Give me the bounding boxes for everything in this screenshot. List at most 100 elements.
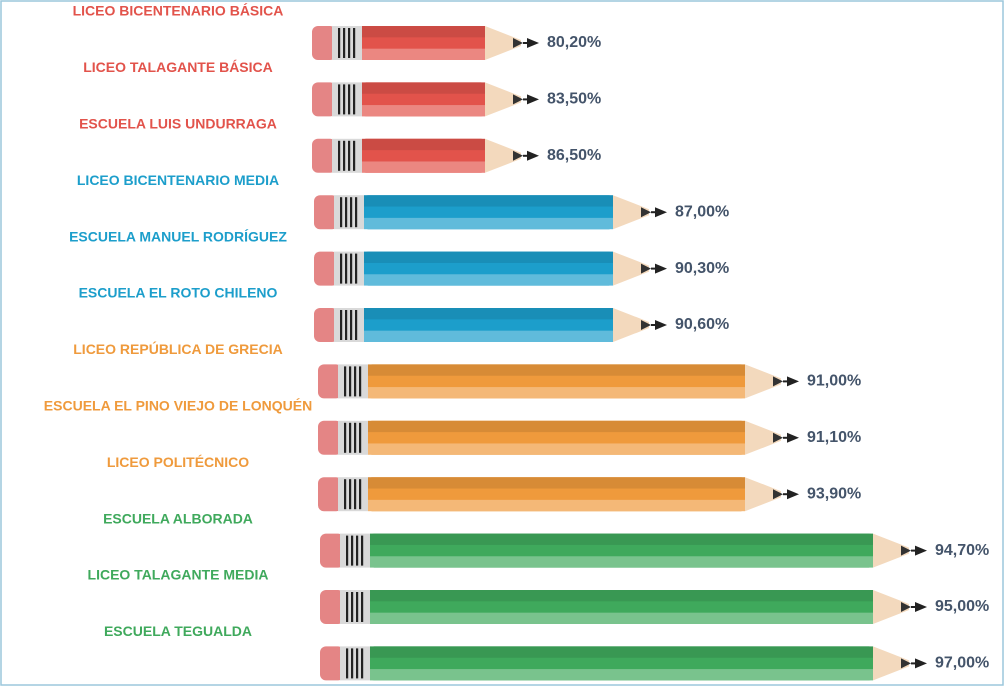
pencil <box>312 82 523 117</box>
school-label: LICEO BICENTENARIO MEDIA <box>77 172 279 188</box>
ferrule-line <box>353 140 356 171</box>
ferrule-line <box>346 535 349 566</box>
eraser <box>320 533 344 568</box>
school-label: ESCUELA ALBORADA <box>103 510 253 526</box>
pencil <box>318 420 783 455</box>
eraser <box>314 308 338 342</box>
ferrule-line <box>354 422 357 453</box>
eraser <box>312 26 336 60</box>
arrow <box>655 320 667 330</box>
body-top <box>364 195 613 207</box>
wood-tip <box>873 646 909 681</box>
eraser <box>312 82 336 117</box>
ferrule-line <box>348 28 351 58</box>
eraser <box>320 646 344 681</box>
school-label: LICEO TALAGANTE MEDIA <box>88 567 269 583</box>
body-top <box>362 26 485 38</box>
eraser <box>318 420 342 455</box>
ferrule-line <box>355 310 358 340</box>
ferrule-line <box>350 253 353 284</box>
wood-tip <box>485 82 521 117</box>
body-top <box>364 308 613 320</box>
ferrule-line <box>356 648 359 679</box>
ferrule-line <box>350 310 353 340</box>
ferrule-line <box>344 422 347 453</box>
value-label: 93,90% <box>807 485 861 502</box>
arrow <box>915 658 927 669</box>
lead <box>901 602 911 612</box>
body-bottom <box>370 612 873 624</box>
body-top <box>370 646 873 658</box>
body-top <box>364 251 613 263</box>
ferrule-line <box>350 197 353 228</box>
school-label: LICEO TALAGANTE BÁSICA <box>83 59 273 75</box>
arrow <box>655 207 667 218</box>
ferrule-line <box>340 197 343 228</box>
ferrule-line <box>346 592 349 622</box>
body-bottom <box>370 669 873 681</box>
ferrule <box>334 195 364 230</box>
ferrule-line <box>354 366 357 397</box>
ferrule-line <box>348 84 351 115</box>
ferrule-line <box>338 84 341 115</box>
arrow <box>787 432 799 443</box>
ferrule-line <box>356 592 359 622</box>
ferrule <box>334 308 364 342</box>
school-label: LICEO REPÚBLICA DE GRECIA <box>73 340 283 357</box>
ferrule-line <box>351 535 354 566</box>
arrow <box>527 150 539 161</box>
ferrule <box>332 82 362 117</box>
value-label: 87,00% <box>675 203 729 220</box>
school-label: ESCUELA EL ROTO CHILENO <box>79 285 278 301</box>
ferrule <box>334 251 364 286</box>
ferrule-line <box>348 140 351 171</box>
school-label: ESCUELA TEGUALDA <box>104 623 252 639</box>
ferrule-line <box>345 253 348 284</box>
lead <box>513 94 523 105</box>
body-bottom <box>362 161 485 173</box>
ferrule-line <box>361 648 364 679</box>
ferrule-line <box>355 253 358 284</box>
ferrule-line <box>345 197 348 228</box>
eraser <box>314 251 338 286</box>
pencil <box>320 646 911 681</box>
lead <box>513 150 523 161</box>
lead <box>773 376 783 387</box>
ferrule-line <box>343 140 346 171</box>
body-top <box>362 82 485 94</box>
value-label: 90,30% <box>675 260 729 277</box>
value-label: 91,00% <box>807 373 861 390</box>
arrow <box>787 489 799 500</box>
ferrule-line <box>361 535 364 566</box>
body-top <box>362 138 485 151</box>
arrow <box>527 94 539 105</box>
school-label: LICEO POLITÉCNICO <box>107 454 249 470</box>
ferrule <box>340 646 370 681</box>
ferrule-line <box>344 366 347 397</box>
wood-tip <box>613 251 649 286</box>
arrow <box>915 602 927 612</box>
pencil <box>314 308 651 342</box>
arrow <box>787 376 799 387</box>
body-top <box>368 364 745 376</box>
wood-tip <box>613 195 649 230</box>
ferrule-line <box>351 648 354 679</box>
body-bottom <box>364 274 613 286</box>
ferrule-line <box>346 648 349 679</box>
lead <box>641 263 651 274</box>
pencil <box>320 590 911 624</box>
eraser <box>312 138 336 173</box>
lead <box>641 320 651 330</box>
lead <box>773 489 783 500</box>
wood-tip <box>485 138 521 173</box>
body-bottom <box>370 556 873 568</box>
wood-tip <box>745 420 781 455</box>
ferrule <box>332 138 362 173</box>
arrow <box>655 263 667 274</box>
body-bottom <box>368 443 745 455</box>
eraser <box>314 195 338 230</box>
body-bottom <box>362 105 485 117</box>
ferrule-line <box>359 366 362 397</box>
body-top <box>370 590 873 602</box>
body-bottom <box>364 330 613 342</box>
